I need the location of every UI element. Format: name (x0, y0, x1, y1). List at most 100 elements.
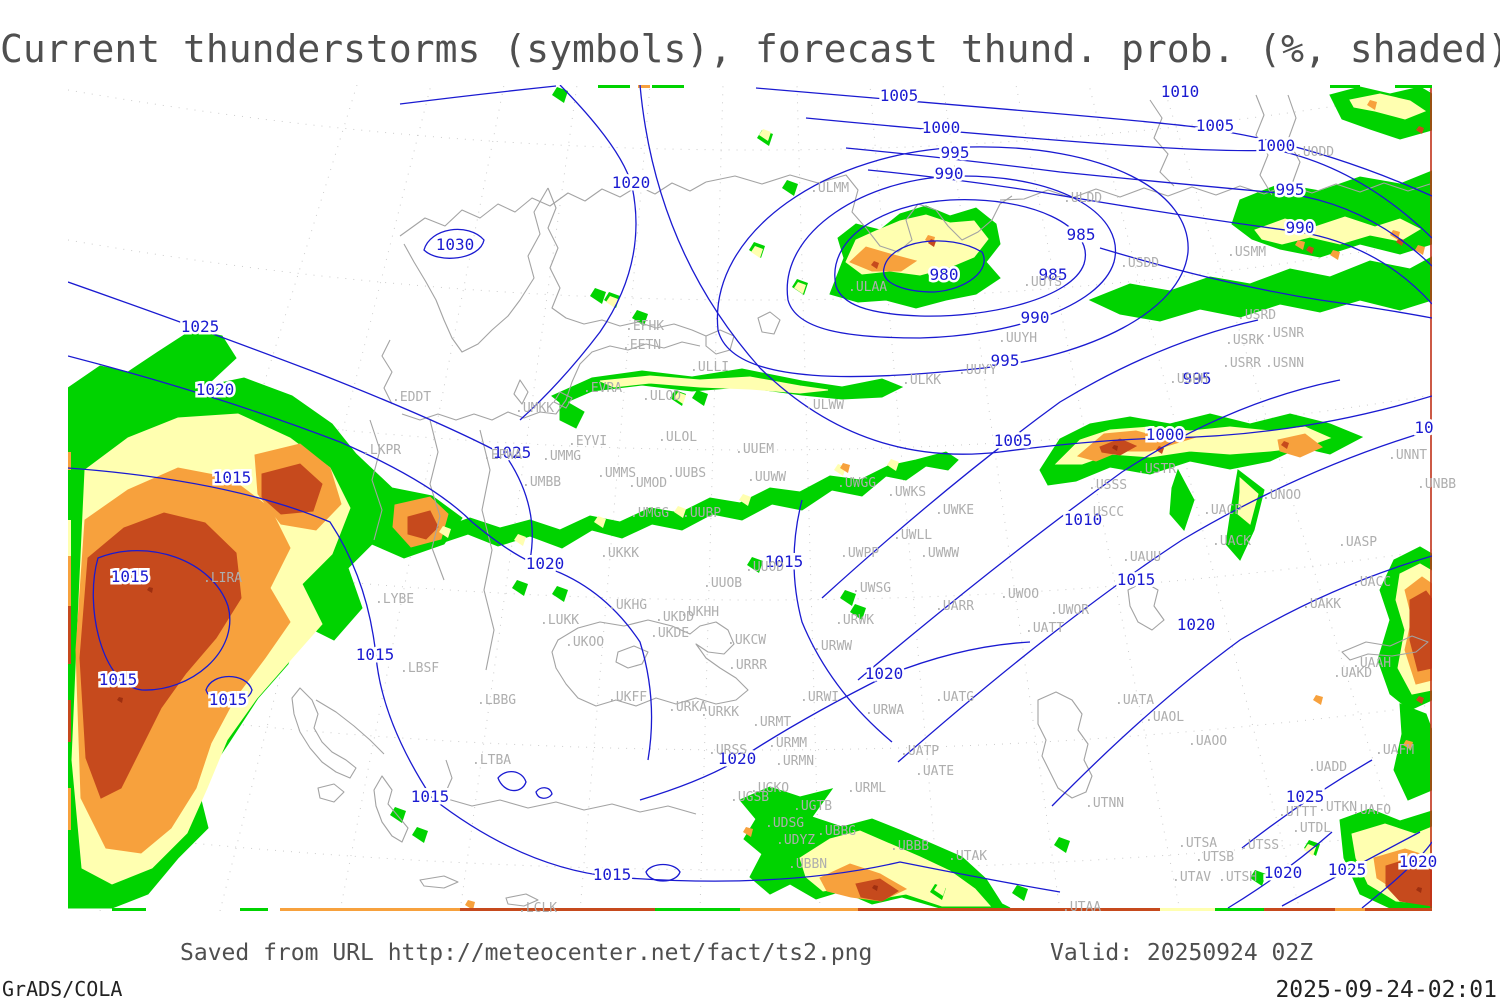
station-label: .USRK (1225, 333, 1264, 348)
prob-cell-red (1306, 246, 1314, 254)
coastline (403, 187, 549, 353)
isobar-label: 1015 (213, 468, 252, 487)
isobar-label: 995 (991, 351, 1020, 370)
prob-shading-orange (849, 246, 918, 272)
graticule-parallel (68, 704, 1432, 751)
station-label: .UWPP (840, 546, 879, 561)
isobar-label: 1015 (99, 670, 138, 689)
coastline (443, 797, 697, 815)
prob-cell-darkred (117, 697, 123, 703)
station-label: .UTSS (1240, 838, 1279, 853)
isobar-label: 1025 (181, 317, 220, 336)
station-label: .LUKK (540, 613, 579, 628)
station-label: .UACK (1212, 534, 1251, 549)
prob-shading-red (1385, 857, 1432, 907)
station-label: .UTSB (1195, 850, 1234, 865)
station-label: .UDSG (765, 816, 804, 831)
isobar-contour (645, 863, 681, 882)
coastline (1287, 94, 1301, 185)
station-label: .USHH (1169, 372, 1208, 387)
station-label: .ULMM (810, 181, 849, 196)
isobar-label: 1020 (865, 664, 904, 683)
isobar-label: 10 (1414, 418, 1433, 437)
prob-shading-red (407, 510, 439, 540)
isobar-contour (1051, 555, 1432, 807)
station-label: .UMGG (630, 506, 669, 521)
station-label: .UNNT (1388, 448, 1427, 463)
prob-cell-green (512, 580, 528, 596)
station-label: .URMN (775, 754, 814, 769)
prob-cell-green (1054, 837, 1070, 853)
station-label: .URWA (865, 703, 904, 718)
prob-cell-green (590, 288, 606, 304)
station-label: .UWSG (852, 581, 891, 596)
station-label: .ULKK (902, 373, 941, 388)
coastline (551, 619, 749, 707)
edge-shading-segment (68, 606, 71, 664)
station-label: .UUBP (682, 506, 721, 521)
station-label: .URML (847, 781, 886, 796)
isobar-contour (867, 169, 1432, 305)
isobar-contour (1241, 759, 1373, 849)
station-label: .UTAV (1172, 870, 1211, 885)
coastline (1127, 581, 1165, 631)
prob-cell-green (552, 586, 568, 602)
isobar-contour (1099, 247, 1432, 319)
isobar-label: 1010 (1064, 510, 1103, 529)
prob-cell-green (840, 590, 856, 606)
coastline (381, 339, 393, 405)
station-label: .EPWA (483, 448, 522, 463)
prob-cell-orange (1403, 740, 1413, 750)
isobar-label: 1005 (1196, 116, 1235, 135)
edge-shading-segment (655, 908, 740, 911)
prob-cell-yellow (887, 459, 899, 471)
edge-shading-segment (1215, 908, 1264, 911)
valid-time-caption: Valid: 20250924 02Z (1050, 940, 1314, 966)
station-label: .UTSA (1178, 836, 1217, 851)
prob-cell-orange (1295, 240, 1305, 250)
prob-cell-darkred (872, 885, 878, 891)
prob-cell-red (1416, 126, 1424, 134)
coastline (547, 187, 707, 337)
station-label: .UAAH (1352, 656, 1391, 671)
prob-cell-orange (1415, 245, 1425, 255)
station-label: .UATP (900, 744, 939, 759)
edge-shading-segment (638, 85, 650, 88)
station-label: .UKHG (608, 598, 647, 613)
graticule-meridian (1162, 85, 1421, 911)
isobar-label: 1020 (196, 380, 235, 399)
station-label: .UODD (1295, 145, 1334, 160)
coastline (419, 875, 459, 889)
isobar-contour (535, 787, 553, 799)
coastline (615, 645, 649, 669)
station-label: .USSS (1088, 478, 1127, 493)
graticule-parallel (68, 89, 1432, 151)
edge-shading-segment (68, 388, 71, 430)
isobar-contour (1281, 831, 1421, 907)
station-label: .UATG (935, 690, 974, 705)
station-label: .UACC (1352, 575, 1391, 590)
isobar-contour (805, 117, 1432, 239)
station-label: .UUYY (958, 363, 997, 378)
prob-cell-green (850, 604, 866, 620)
edge-shading-segment (68, 836, 71, 870)
isobar-label: 990 (935, 164, 964, 183)
edge-shading-segment (68, 520, 71, 556)
station-label: .UMKK (515, 401, 554, 416)
station-label: .URKK (700, 705, 739, 720)
station-label: .UAFO (1352, 803, 1391, 818)
station-label: .UKDD (655, 610, 694, 625)
isobar-contour (716, 146, 1189, 378)
station-label: .URWW (813, 639, 852, 654)
prob-shading-green (1393, 703, 1432, 801)
prob-cell-green (1250, 870, 1266, 886)
isobar-contour (68, 281, 533, 561)
prob-cell-orange (1367, 100, 1377, 110)
edge-shading-segment (740, 908, 858, 911)
station-label: .ULLI (690, 360, 729, 375)
station-label: .URWI (800, 690, 839, 705)
prob-cell-yellow (439, 526, 451, 538)
isobar-contour (786, 175, 1117, 339)
station-label: .USMM (1227, 245, 1266, 260)
station-label: .UKCW (727, 633, 766, 648)
